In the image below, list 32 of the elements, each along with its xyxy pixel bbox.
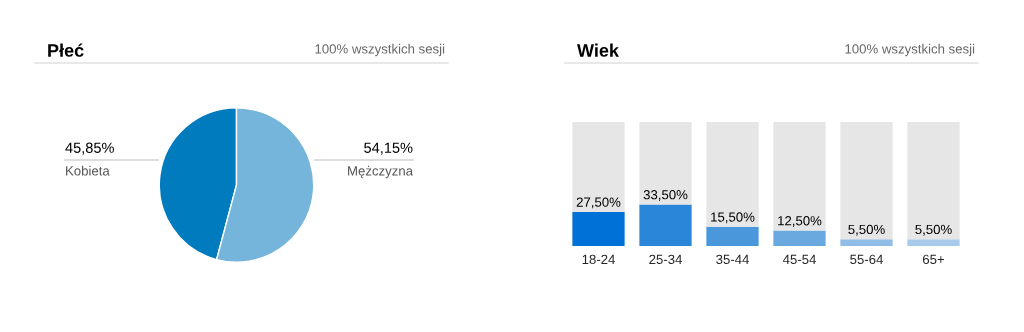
x-tick-label: 35-44 — [716, 254, 749, 265]
x-tick-label: 18-24 — [582, 254, 615, 265]
bar — [840, 122, 893, 240]
slice-label: Mężczyzna — [348, 165, 413, 179]
data-label: 15,50% — [711, 212, 755, 224]
data-label: 45,85% — [65, 142, 114, 155]
slice-label: Kobieta — [66, 165, 110, 176]
bar — [773, 230, 826, 246]
bar — [907, 122, 960, 240]
x-tick-label: 55-64 — [850, 254, 883, 265]
bar — [639, 122, 692, 205]
bar — [773, 122, 826, 231]
x-tick-label: 65+ — [922, 254, 945, 265]
data-label: 27,50% — [576, 197, 621, 209]
bar — [907, 239, 960, 246]
data-label: 5,50% — [915, 224, 952, 236]
data-label: 5,50% — [848, 224, 885, 236]
bar — [572, 122, 625, 212]
bar — [639, 204, 692, 246]
bar — [706, 122, 759, 227]
bar — [706, 226, 759, 246]
chart-subtitle: 100% wszystkich sesji — [845, 43, 975, 57]
chart-title: Płeć — [48, 43, 84, 57]
x-tick-label: 25-34 — [649, 254, 682, 265]
data-label: 33,50% — [643, 190, 688, 201]
x-tick-label: 45-54 — [782, 254, 816, 265]
data-label: 12,50% — [778, 216, 822, 227]
chart-subtitle: 100% wszystkich sesji — [315, 43, 445, 57]
bar — [840, 239, 893, 246]
chart-title: Wiek — [577, 43, 619, 57]
bar — [572, 211, 625, 246]
data-label: 54,15% — [364, 142, 413, 155]
